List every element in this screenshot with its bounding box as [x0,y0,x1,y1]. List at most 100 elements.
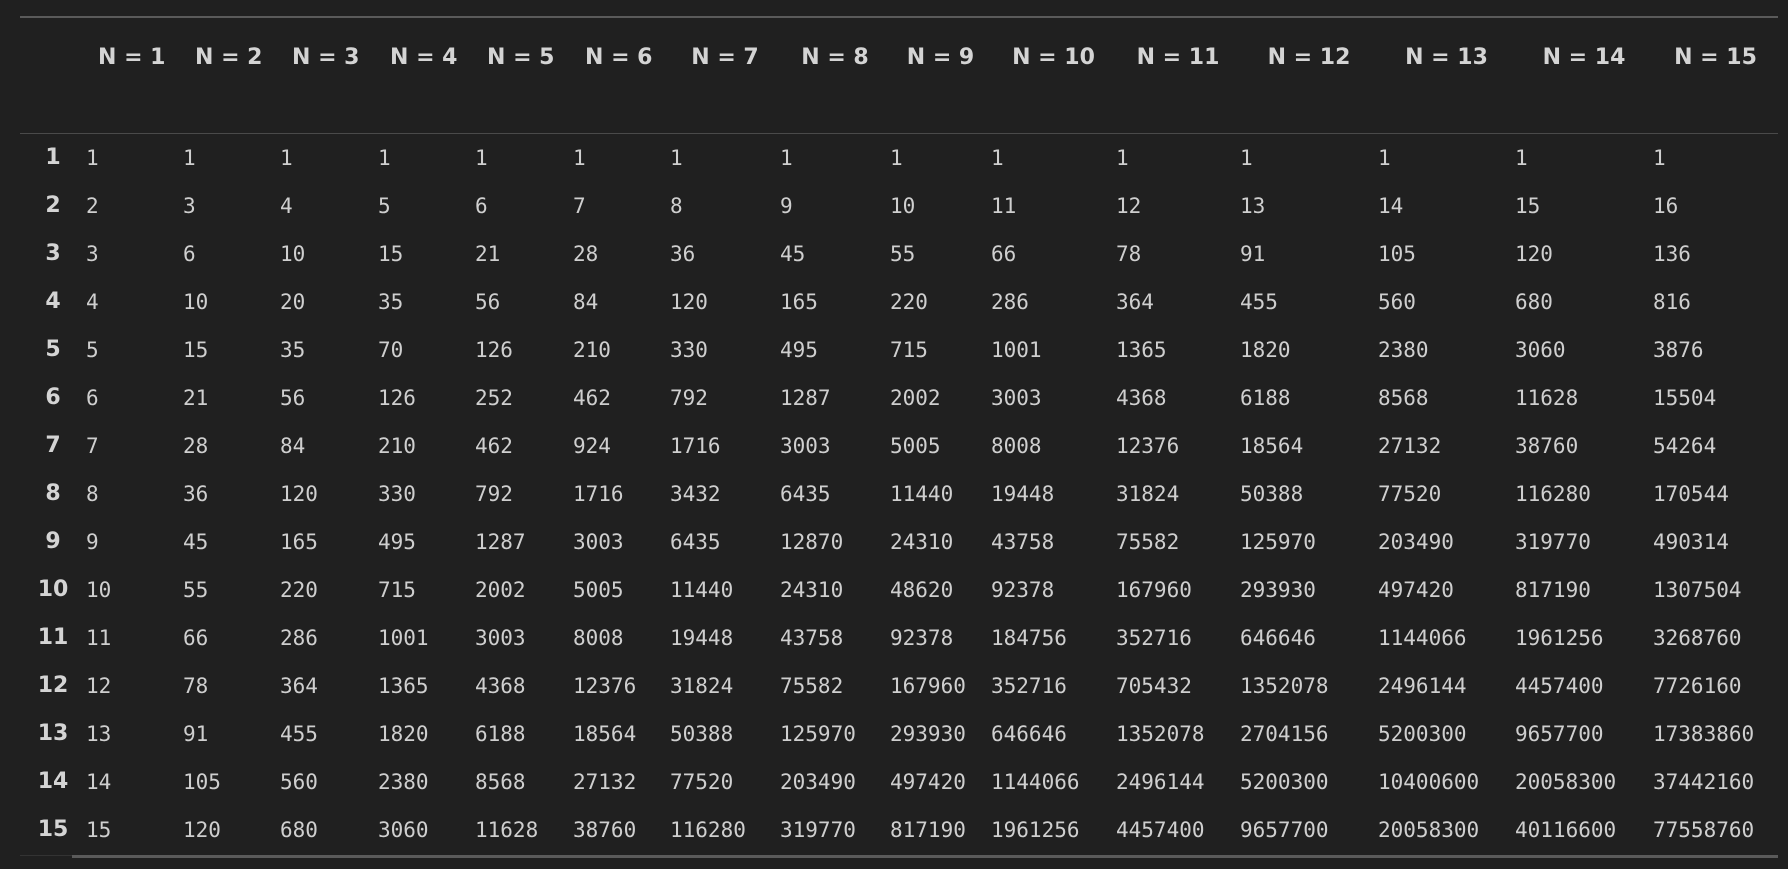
table-cell: 55 [890,241,916,266]
table-cell: 13 [1240,193,1266,218]
table-cell: 1001 [991,337,1042,362]
table-body: 1 1 1 1 1 1 1 1 1 1 1 1 1 1 1 1 2 2 3 [20,133,1778,854]
table-cell: 2496144 [1378,673,1467,698]
table-cell: 116280 [670,817,746,842]
table-cell: 91 [183,721,209,746]
table-cell: 5200300 [1240,769,1329,794]
table-cell: 15 [1515,193,1541,218]
row-header: 5 [45,337,61,362]
table-cell: 1 [86,145,99,170]
table-cell: 18564 [573,721,637,746]
table-bottom-rule [72,855,1778,858]
table-cell: 15 [378,241,404,266]
table-row: 3 3 6 10 15 21 28 36 45 55 66 78 91 105 … [20,230,1778,278]
table-cell: 10 [183,289,209,314]
table-cell: 3 [86,241,99,266]
table-cell: 646646 [1240,625,1316,650]
table-cell: 1001 [378,625,429,650]
table-cell: 462 [573,385,611,410]
table-cell: 15 [183,337,209,362]
table-cell: 330 [378,481,416,506]
column-header: N = 5 [475,18,573,134]
table-row: 9 9 45 165 495 1287 3003 6435 12870 2431… [20,518,1778,566]
table-cell: 1352078 [1116,721,1205,746]
table-cell: 5005 [890,433,941,458]
table-cell: 37442160 [1653,769,1755,794]
table-cell: 120 [1515,241,1553,266]
table-cell: 77520 [1378,481,1442,506]
table-cell: 11 [991,193,1017,218]
row-header: 11 [37,625,69,650]
row-header: 4 [45,289,61,314]
table-cell: 220 [280,577,318,602]
table-cell: 4457400 [1116,817,1205,842]
table-cell: 13 [86,721,112,746]
row-header: 10 [37,577,69,602]
table-cell: 11628 [475,817,539,842]
table-cell: 126 [475,337,513,362]
table-cell: 5 [378,193,391,218]
table-cell: 24310 [890,529,954,554]
table-cell: 352716 [991,673,1067,698]
table-cell: 8 [670,193,683,218]
table-cell: 5 [86,337,99,362]
table-cell: 31824 [670,673,734,698]
table-cell: 40116600 [1515,817,1617,842]
table-cell: 3060 [1515,337,1566,362]
table-cell: 36 [183,481,209,506]
table-cell: 54264 [1653,433,1717,458]
table-row: 4 4 10 20 35 56 84 120 165 220 286 364 4… [20,278,1778,326]
column-header: N = 3 [280,18,378,134]
table-cell: 1 [1653,145,1666,170]
table-cell: 1 [475,145,488,170]
table-cell: 28 [183,433,209,458]
table-cell: 4368 [475,673,526,698]
table-cell: 680 [1515,289,1553,314]
table-cell: 6 [86,385,99,410]
table-cell: 84 [280,433,306,458]
column-header: N = 14 [1515,18,1653,134]
table-cell: 120 [183,817,221,842]
table-row: 5 5 15 35 70 126 210 330 495 715 1001 13… [20,326,1778,374]
table-cell: 66 [991,241,1017,266]
table-cell: 91 [1240,241,1266,266]
table-cell: 184756 [991,625,1067,650]
table-cell: 5005 [573,577,624,602]
table-bottom-rule-stub [20,855,72,856]
table-header: N = 1 N = 2 N = 3 N = 4 N = 5 N = 6 N = … [20,18,1778,134]
table-cell: 50388 [670,721,734,746]
table-cell: 817190 [890,817,966,842]
table-cell: 680 [280,817,318,842]
table-cell: 14 [1378,193,1404,218]
table-cell: 15504 [1653,385,1717,410]
table-cell: 1820 [1240,337,1291,362]
table-cell: 20 [280,289,306,314]
table-cell: 27132 [573,769,637,794]
table-cell: 10 [86,577,112,602]
table-cell: 125970 [780,721,856,746]
table-row: 6 6 21 56 126 252 462 792 1287 2002 3003… [20,374,1778,422]
table-cell: 1 [1116,145,1129,170]
table-cell: 35 [280,337,306,362]
table-cell: 7 [573,193,586,218]
table-cell: 84 [573,289,599,314]
table-cell: 75582 [780,673,844,698]
table-cell: 167960 [1116,577,1192,602]
table-cell: 78 [183,673,209,698]
table-cell: 6 [183,241,196,266]
table-cell: 11440 [890,481,954,506]
table-cell: 1365 [1116,337,1167,362]
table-cell: 7726160 [1653,673,1742,698]
table-cell: 816 [1653,289,1691,314]
table-cell: 12870 [780,529,844,554]
table-cell: 66 [183,625,209,650]
column-header: N = 12 [1240,18,1378,134]
table-cell: 3003 [475,625,526,650]
column-header: N = 1 [86,18,183,134]
row-header: 14 [37,769,69,794]
table-cell: 15 [86,817,112,842]
table-cell: 1 [280,145,293,170]
table-cell: 43758 [780,625,844,650]
table-cell: 6188 [1240,385,1291,410]
table-cell: 78 [1116,241,1142,266]
